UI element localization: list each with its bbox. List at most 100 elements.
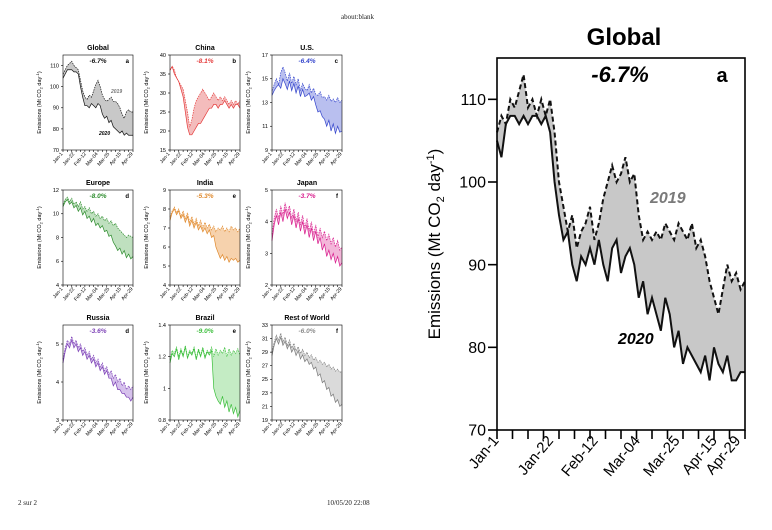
panel-ylabel-sup: -1 — [142, 207, 147, 211]
series-line-2020 — [62, 69, 133, 136]
y-tick-label: 21 — [262, 404, 268, 410]
x-tick-label: Jan-22 — [515, 433, 558, 479]
y-tick-label: 4 — [163, 283, 166, 289]
y-tick-label: 8 — [56, 235, 59, 241]
y-tick-label: 15 — [262, 77, 268, 83]
y-tick-label: 70 — [468, 423, 486, 440]
panel-ylabel-tail: day — [37, 346, 43, 357]
panel-title: China — [195, 45, 215, 52]
panel-ylabel-sup: -1 — [142, 72, 147, 76]
y-tick-label: 12 — [53, 188, 59, 194]
browser-tab-label: about:blank — [341, 13, 375, 21]
area-between-series — [497, 74, 745, 381]
y-tick-label: 9 — [265, 148, 268, 154]
series-line-2019 — [169, 206, 241, 233]
panel-ylabel-end: ) — [246, 71, 252, 73]
y-tick-label: 0.8 — [158, 418, 166, 424]
y-tick-label: 30 — [160, 91, 166, 97]
x-tick-label: Feb-12 — [558, 433, 602, 480]
panel-ylabel: Emissions (Mt CO2 day-1) — [35, 71, 44, 134]
panel-ylabel-tail: day — [37, 76, 43, 87]
y-tick-label: 29 — [262, 350, 268, 356]
panel-ylabel-end: ) — [144, 206, 150, 208]
main-ylabel-tail: day — [425, 164, 444, 197]
panel-ylabel: Emissions (Mt CO2 day-1) — [142, 341, 151, 404]
x-tick-label: Mar-04 — [600, 433, 644, 480]
series-line-2020 — [271, 335, 343, 408]
panel-ylabel-end: ) — [246, 206, 252, 208]
y-tick-label: 23 — [262, 391, 268, 397]
panel-ylabel-end: ) — [37, 206, 43, 208]
panel-ylabel-tail: day — [246, 76, 252, 87]
series-line-2019 — [271, 65, 343, 104]
y-tick-label: 3 — [265, 251, 268, 257]
panel-change: -6.7% — [90, 58, 107, 65]
panel-ylabel-end: ) — [144, 341, 150, 343]
y-tick-label: 90 — [53, 106, 59, 112]
panel-letter: c — [335, 59, 339, 65]
panel-ylabel: Emissions (Mt CO2 day-1) — [35, 341, 44, 404]
series-line-2020 — [169, 208, 241, 264]
area-between-series — [170, 66, 240, 135]
panel-title: Japan — [297, 180, 317, 187]
y-tick-label: 8 — [163, 207, 166, 213]
y-tick-label: 20 — [160, 129, 166, 135]
y-tick-label: 10 — [53, 212, 59, 218]
series-line-2019 — [271, 331, 343, 373]
panel-ylabel-tail: day — [144, 76, 150, 87]
panel-ylabel-sup: -1 — [244, 207, 249, 211]
panel-ylabel-sub: 2 — [39, 221, 44, 224]
panel-title: U.S. — [300, 45, 314, 52]
y-tick-label: 9 — [163, 188, 166, 194]
panel-ylabel-sub: 2 — [39, 86, 44, 89]
panel-ylabel-end: ) — [37, 71, 43, 73]
y-tick-label: 1.2 — [158, 355, 166, 361]
panel-ylabel-end: ) — [246, 341, 252, 343]
series-line-2020 — [169, 347, 241, 419]
panel-ylabel-sup: -1 — [35, 207, 40, 211]
y-tick-label: 27 — [262, 364, 268, 370]
panel-change: -9.0% — [197, 328, 214, 335]
panel-letter: b — [232, 59, 236, 65]
panel-ylabel-sub: 2 — [39, 356, 44, 359]
y-tick-label: 19 — [262, 418, 268, 424]
area-between-series — [170, 345, 240, 417]
main-ylabel-sub: 2 — [435, 196, 447, 202]
panel-ylabel-end: ) — [37, 341, 43, 343]
y-tick-label: 2 — [265, 283, 268, 289]
panel-ylabel-end: ) — [144, 71, 150, 73]
series-line-2020 — [271, 77, 343, 135]
main-letter: a — [716, 65, 728, 87]
panel-ylabel-tail: day — [246, 346, 252, 357]
y-tick-label: 7 — [163, 226, 166, 232]
y-tick-label: 70 — [53, 148, 59, 154]
panel-ylabel-sup: -1 — [35, 342, 40, 346]
panel-ylabel-sup: -1 — [35, 72, 40, 76]
main-ylabel-end: ) — [425, 149, 444, 155]
y-tick-label: 15 — [160, 148, 166, 154]
panel-ylabel-sub: 2 — [146, 86, 151, 89]
panel-ylabel: Emissions (Mt CO2 day-1) — [142, 71, 151, 134]
y-tick-label: 17 — [262, 53, 268, 59]
y-tick-label: 5 — [163, 264, 166, 270]
series-line-2019 — [496, 74, 746, 315]
panel-ylabel-sub: 2 — [248, 356, 253, 359]
panel-letter: f — [336, 194, 339, 200]
panel-ylabel-sub: 2 — [248, 221, 253, 224]
y-tick-label: 31 — [262, 336, 268, 342]
series-line-2019 — [62, 335, 134, 391]
main-title: Global — [587, 24, 662, 51]
panel-change: -8.1% — [197, 58, 214, 65]
y-tick-label: 5 — [265, 188, 268, 194]
y-tick-label: 4 — [56, 283, 59, 289]
y-tick-label: 4 — [56, 380, 59, 386]
area-between-series — [170, 207, 240, 263]
panel-ylabel-tail: day — [37, 211, 43, 222]
panel-ylabel: Emissions (Mt CO2 day-1) — [244, 206, 253, 269]
panel-ylabel-tail: day — [144, 211, 150, 222]
y-tick-label: 40 — [160, 53, 166, 59]
main-ylabel-sup: -1 — [425, 154, 437, 164]
panel-change: -3.6% — [90, 328, 107, 335]
